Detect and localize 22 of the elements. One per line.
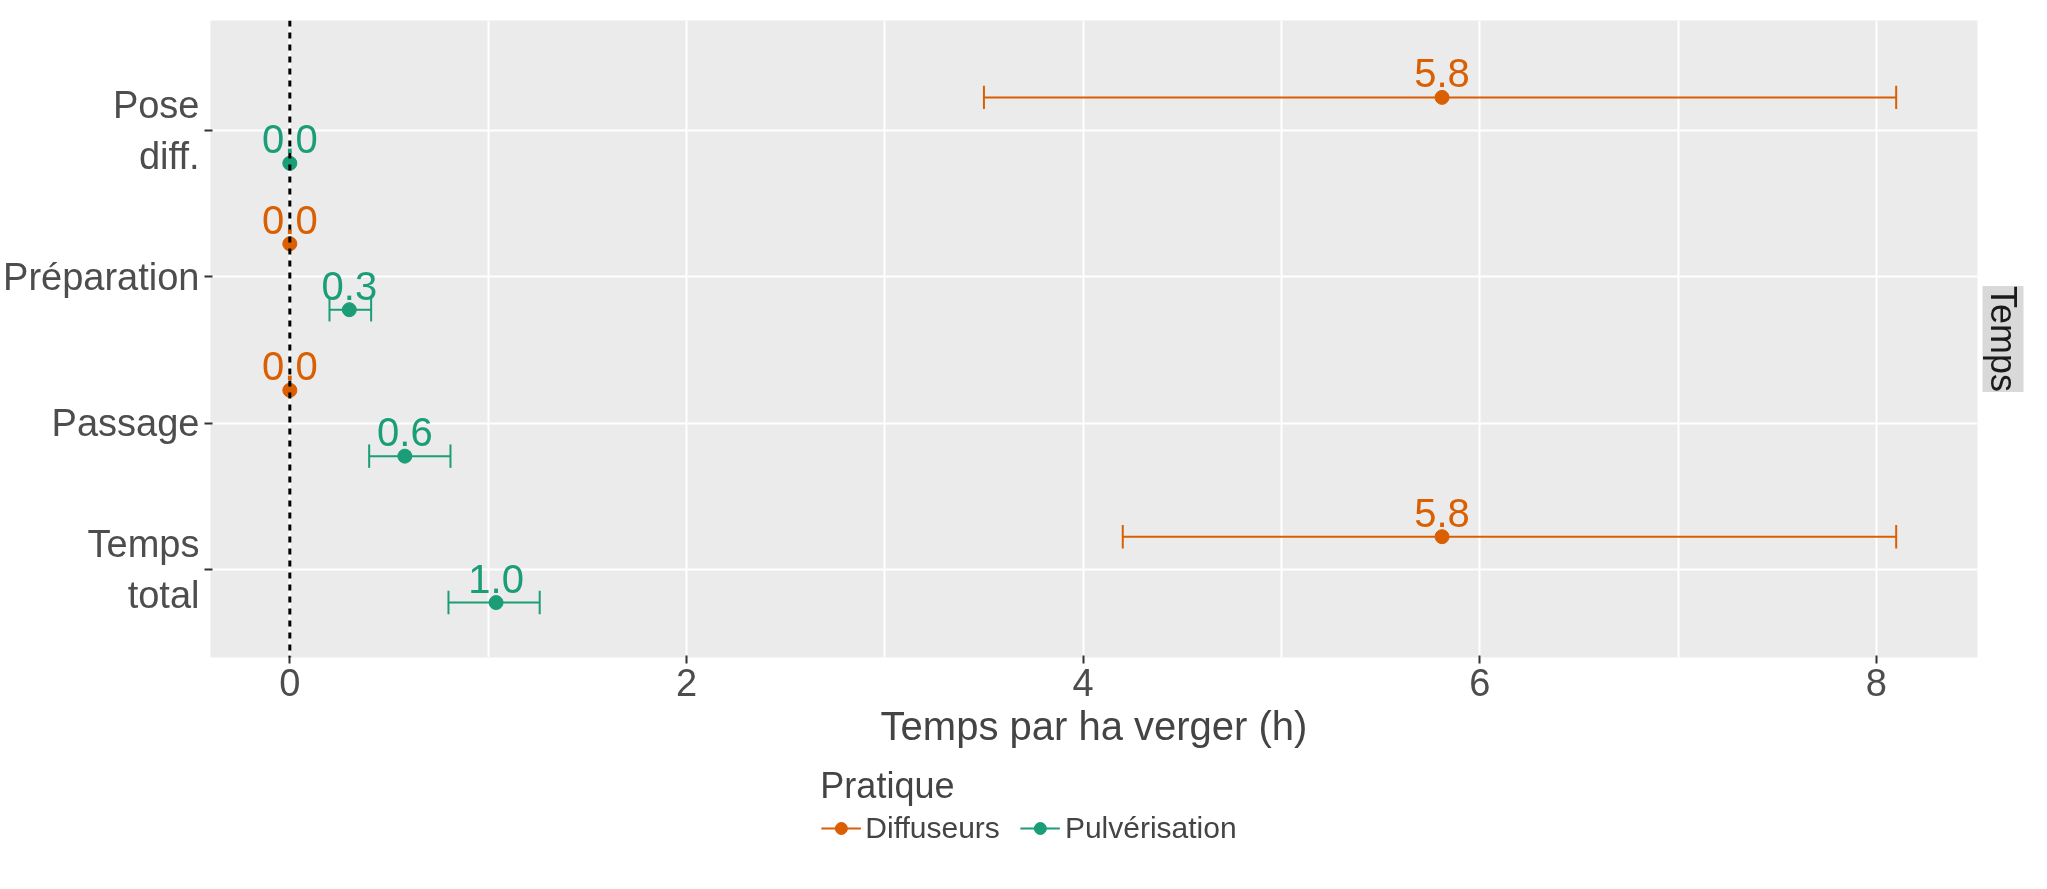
legend-title: Pratique <box>820 765 956 807</box>
data-label: 5.8 <box>1414 51 1470 96</box>
x-tick-label: 4 <box>1072 661 1094 704</box>
legend-label: Diffuseurs <box>865 811 1000 845</box>
y-tick-label: Préparation <box>3 255 200 298</box>
data-label: 5.8 <box>1414 490 1470 535</box>
text: Temps <box>1982 285 2024 393</box>
x-tick-label: 2 <box>675 661 698 704</box>
y-tick-label: Temps total <box>87 523 200 616</box>
x-tick-label: 0 <box>279 661 301 704</box>
y-tick-label: Pose diff. <box>112 84 200 177</box>
y-tick-label: Passage <box>51 402 200 445</box>
data-label: 0.3 <box>321 263 378 308</box>
data-label: 0.0 <box>262 344 318 389</box>
legend-label: Pulvérisation <box>1064 811 1237 845</box>
data-label: 0.0 <box>262 197 318 242</box>
x-tick-label: 8 <box>1865 661 1887 704</box>
x-tick-label: 6 <box>1469 661 1491 704</box>
data-label: 1.0 <box>468 556 524 601</box>
data-label: 0.6 <box>377 410 433 455</box>
x-axis-title: Temps par ha verger (h) <box>880 703 1308 748</box>
data-label: 0.0 <box>262 117 318 162</box>
